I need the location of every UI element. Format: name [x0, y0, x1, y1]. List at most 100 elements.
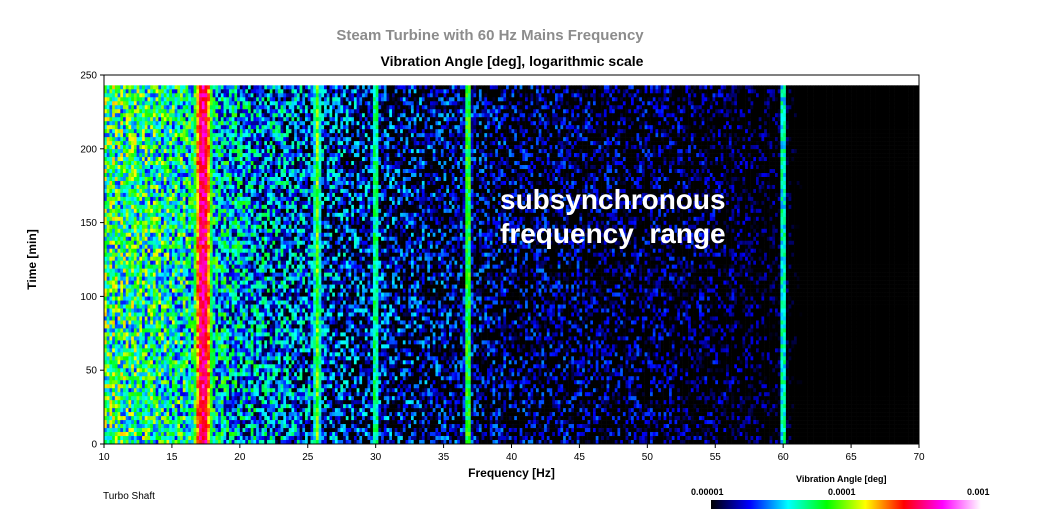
heatmap-cell — [321, 105, 325, 110]
heatmap-cell — [400, 93, 404, 98]
heatmap-cell — [905, 113, 909, 118]
heatmap-cell — [239, 149, 243, 154]
heatmap-cell — [788, 117, 792, 122]
heatmap-cell — [343, 149, 347, 154]
heatmap-cell — [473, 137, 477, 142]
heatmap-cell — [690, 109, 694, 114]
heatmap-cell — [544, 101, 548, 106]
heatmap-cell — [807, 105, 811, 110]
heatmap-cell — [533, 101, 537, 106]
heatmap-cell — [598, 113, 602, 118]
heatmap-cell — [590, 141, 594, 146]
heatmap-cell — [503, 101, 507, 106]
heatmap-cell — [397, 137, 401, 142]
heatmap-cell — [864, 105, 868, 110]
heatmap-cell — [579, 145, 583, 150]
heatmap-cell — [810, 101, 814, 106]
heatmap-cell — [872, 105, 876, 110]
heatmap-cell — [612, 137, 616, 142]
heatmap-cell — [500, 85, 504, 90]
heatmap-cell — [726, 97, 730, 102]
heatmap-cell — [421, 121, 425, 126]
heatmap-cell — [826, 125, 830, 130]
heatmap-cell — [234, 89, 238, 94]
heatmap-cell — [837, 89, 841, 94]
heatmap-cell — [568, 101, 572, 106]
heatmap-cell — [910, 129, 914, 134]
heatmap-cell — [321, 137, 325, 142]
heatmap-cell — [688, 141, 692, 146]
heatmap-cell — [826, 105, 830, 110]
heatmap-cell — [682, 97, 686, 102]
heatmap-cell — [237, 125, 241, 130]
heatmap-cell — [807, 145, 811, 150]
heatmap-cell — [307, 101, 311, 106]
heatmap-cell — [717, 145, 721, 150]
heatmap-cell — [842, 117, 846, 122]
heatmap-cell — [383, 145, 387, 150]
heatmap-cell — [324, 129, 328, 134]
heatmap-cell — [731, 117, 735, 122]
heatmap-cell — [258, 149, 262, 154]
heatmap-cell — [546, 117, 550, 122]
heatmap-cell — [563, 113, 567, 118]
heatmap-cell — [533, 141, 537, 146]
heatmap-cell — [516, 105, 520, 110]
heatmap-cell — [622, 93, 626, 98]
chart-title: Vibration Angle [deg], logarithmic scale — [0, 53, 1024, 69]
heatmap-cell — [372, 137, 376, 142]
heatmap-cell — [859, 85, 863, 90]
heatmap-cell — [750, 117, 754, 122]
heatmap-cell — [891, 145, 895, 150]
heatmap-cell — [503, 141, 507, 146]
heatmap-cell — [905, 125, 909, 130]
heatmap-cell — [916, 137, 920, 142]
heatmap-cell — [650, 89, 654, 94]
heatmap-cell — [430, 117, 434, 122]
heatmap-cell — [334, 113, 338, 118]
heatmap-cell — [625, 93, 629, 98]
heatmap-cell — [766, 101, 770, 106]
heatmap-cell — [196, 89, 200, 94]
heatmap-cell — [204, 121, 208, 126]
heatmap-cell — [253, 109, 257, 114]
heatmap-cell — [804, 133, 808, 138]
heatmap-cell — [606, 105, 610, 110]
heatmap-cell — [704, 89, 708, 94]
heatmap-cell — [473, 97, 477, 102]
heatmap-cell — [204, 149, 208, 154]
heatmap-cell — [775, 97, 779, 102]
heatmap-cell — [261, 97, 265, 102]
heatmap-cell — [389, 89, 393, 94]
heatmap-cell — [761, 141, 765, 146]
heatmap-cell — [525, 125, 529, 130]
heatmap-cell — [302, 89, 306, 94]
heatmap-cell — [378, 125, 382, 130]
heatmap-cell — [451, 137, 455, 142]
heatmap-cell — [519, 129, 523, 134]
heatmap-cell — [410, 93, 414, 98]
heatmap-cell — [375, 117, 379, 122]
heatmap-cell — [916, 145, 920, 150]
heatmap-cell — [544, 93, 548, 98]
heatmap-cell — [815, 129, 819, 134]
heatmap-cell — [804, 93, 808, 98]
heatmap-cell — [650, 129, 654, 134]
heatmap-cell — [851, 85, 855, 90]
heatmap-cell — [326, 117, 330, 122]
heatmap-cell — [639, 137, 643, 142]
heatmap-cell — [796, 89, 800, 94]
heatmap-cell — [525, 113, 529, 118]
heatmap-cell — [386, 125, 390, 130]
heatmap-cell — [267, 129, 271, 134]
heatmap-cell — [190, 105, 194, 110]
heatmap-cell — [389, 149, 393, 154]
heatmap-cell — [603, 149, 607, 154]
heatmap-cell — [739, 105, 743, 110]
heatmap-cell — [769, 109, 773, 114]
heatmap-cell — [913, 109, 917, 114]
heatmap-cell — [220, 89, 224, 94]
heatmap-cell — [519, 109, 523, 114]
heatmap-cell — [267, 117, 271, 122]
heatmap-cell — [764, 125, 768, 130]
